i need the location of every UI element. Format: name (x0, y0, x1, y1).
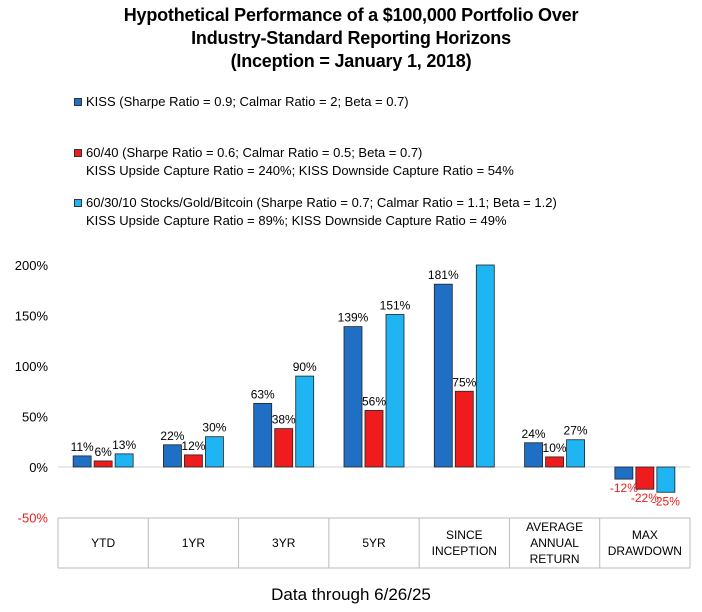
bar-kiss (433, 283, 453, 468)
bar-60-40 (364, 410, 384, 468)
bar-stocks-gold-bitcoin (114, 453, 134, 468)
data-label-60-40: 10% (543, 441, 567, 455)
data-label-60-40: 6% (94, 445, 112, 459)
title-line-3: (Inception = January 1, 2018) (230, 51, 472, 71)
data-label-60-40: 12% (181, 439, 205, 453)
bar-kiss (524, 442, 543, 468)
data-label-stocks-gold-bitcoin: 30% (202, 421, 226, 435)
bar-60-40 (184, 454, 203, 468)
category-label: 3YR (272, 536, 296, 550)
category-label: 1YR (182, 536, 206, 550)
data-label-stocks-gold-bitcoin: 27% (564, 424, 588, 438)
data-label-stocks-gold-bitcoin: -25% (652, 494, 680, 508)
bar-kiss (163, 444, 182, 468)
bar-stocks-gold-bitcoin (205, 436, 224, 468)
legend-swatch-60-40 (74, 149, 82, 157)
data-label-stocks-gold-bitcoin: 151% (380, 298, 411, 312)
category-label: RETURN (530, 552, 580, 566)
legend-entry-stocks-gold-bitcoin: 60/30/10 Stocks/Gold/Bitcoin (Sharpe Rat… (74, 194, 557, 230)
bar-60-40 (635, 466, 655, 490)
bar-60-40 (274, 428, 294, 468)
data-label-kiss: 181% (428, 268, 459, 282)
y-tick-label: 100% (15, 359, 49, 374)
bar-60-40 (545, 456, 564, 468)
data-label-60-40: 75% (452, 375, 476, 389)
legend-sub-60-40: KISS Upside Capture Ratio = 240%; KISS D… (86, 163, 514, 178)
category-label: YTD (91, 536, 115, 550)
legend-label-stocks-gold-bitcoin: 60/30/10 Stocks/Gold/Bitcoin (Sharpe Rat… (86, 195, 557, 210)
category-label: INCEPTION (432, 544, 497, 558)
bar-stocks-gold-bitcoin (295, 375, 315, 468)
legend-label-60-40: 60/40 (Sharpe Ratio = 0.6; Calmar Ratio … (86, 145, 423, 160)
bar-stocks-gold-bitcoin (475, 264, 495, 468)
bar-kiss (614, 466, 634, 480)
bar-stocks-gold-bitcoin (566, 439, 585, 468)
data-label-60-40: 38% (272, 413, 296, 427)
bar-60-40 (93, 460, 113, 468)
category-label: SINCE (446, 528, 483, 542)
bar-60-40 (454, 390, 474, 468)
y-tick-label: 150% (15, 309, 49, 324)
chart-title: Hypothetical Performance of a $100,000 P… (0, 4, 702, 73)
category-label: ANNUAL (530, 536, 579, 550)
legend-entry-kiss: KISS (Sharpe Ratio = 0.9; Calmar Ratio =… (74, 93, 409, 111)
legend-label-kiss: KISS (Sharpe Ratio = 0.9; Calmar Ratio =… (86, 94, 409, 109)
bar-kiss (253, 402, 273, 468)
y-tick-label: 0% (29, 460, 48, 475)
data-label-stocks-gold-bitcoin: 90% (293, 360, 317, 374)
data-label-kiss: 139% (338, 311, 369, 325)
title-line-2: Industry-Standard Reporting Horizons (191, 28, 511, 48)
data-label-kiss: 63% (251, 387, 275, 401)
data-label-kiss: -12% (610, 481, 638, 495)
bar-stocks-gold-bitcoin (656, 466, 676, 493)
legend-swatch-kiss (74, 98, 82, 106)
data-date-footer: Data through 6/26/25 (271, 585, 431, 604)
data-label-60-40: -22% (631, 491, 659, 505)
legend-sub-stocks-gold-bitcoin: KISS Upside Capture Ratio = 89%; KISS Do… (86, 213, 507, 228)
data-label-stocks-gold-bitcoin: 13% (112, 438, 136, 452)
category-label: 5YR (362, 536, 386, 550)
data-label-kiss: 22% (160, 429, 184, 443)
category-label: DRAWDOWN (608, 544, 682, 558)
data-label-kiss: 11% (71, 440, 94, 454)
y-tick-label: -50% (18, 511, 49, 526)
legend-swatch-stocks-gold-bitcoin (74, 199, 82, 207)
y-tick-label: 200% (15, 258, 49, 273)
bar-kiss (343, 326, 363, 468)
data-label-60-40: 56% (362, 394, 386, 408)
y-tick-label: 50% (22, 410, 48, 425)
bar-kiss (72, 455, 92, 468)
title-line-1: Hypothetical Performance of a $100,000 P… (123, 5, 579, 25)
legend-entry-60-40: 60/40 (Sharpe Ratio = 0.6; Calmar Ratio … (74, 144, 514, 180)
bar-stocks-gold-bitcoin (385, 314, 405, 468)
category-label: AVERAGE (526, 520, 583, 534)
data-label-kiss: 24% (522, 427, 546, 441)
category-label: MAX (632, 528, 658, 542)
